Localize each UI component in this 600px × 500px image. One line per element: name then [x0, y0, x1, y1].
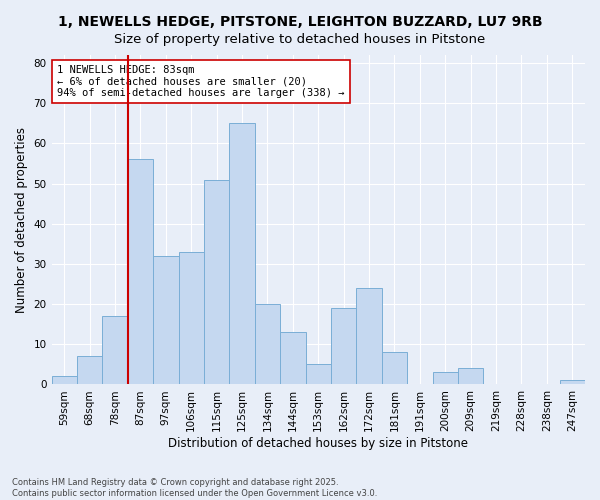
Bar — [153, 256, 179, 384]
Bar — [77, 356, 103, 384]
Bar — [433, 372, 458, 384]
Bar — [356, 288, 382, 384]
Bar — [331, 308, 356, 384]
Bar — [458, 368, 484, 384]
Text: Contains HM Land Registry data © Crown copyright and database right 2025.
Contai: Contains HM Land Registry data © Crown c… — [12, 478, 377, 498]
Bar — [229, 124, 255, 384]
Bar — [382, 352, 407, 384]
Bar — [280, 332, 305, 384]
Bar — [128, 160, 153, 384]
Bar — [103, 316, 128, 384]
Bar — [204, 180, 229, 384]
Bar — [255, 304, 280, 384]
Bar — [305, 364, 331, 384]
Text: 1, NEWELLS HEDGE, PITSTONE, LEIGHTON BUZZARD, LU7 9RB: 1, NEWELLS HEDGE, PITSTONE, LEIGHTON BUZ… — [58, 15, 542, 29]
Bar — [179, 252, 204, 384]
Text: 1 NEWELLS HEDGE: 83sqm
← 6% of detached houses are smaller (20)
94% of semi-deta: 1 NEWELLS HEDGE: 83sqm ← 6% of detached … — [57, 65, 344, 98]
Y-axis label: Number of detached properties: Number of detached properties — [15, 126, 28, 312]
Text: Size of property relative to detached houses in Pitstone: Size of property relative to detached ho… — [115, 32, 485, 46]
X-axis label: Distribution of detached houses by size in Pitstone: Distribution of detached houses by size … — [168, 437, 468, 450]
Bar — [52, 376, 77, 384]
Bar — [560, 380, 585, 384]
